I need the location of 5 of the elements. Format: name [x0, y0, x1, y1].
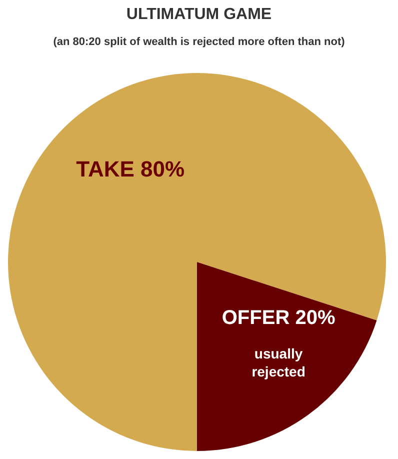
chart-title: ULTIMATUM GAME	[125, 6, 273, 24]
slice-label: OFFER 20%	[222, 306, 336, 329]
text: usually rejected	[252, 345, 306, 380]
slice-label: TAKE 80%	[76, 156, 185, 182]
chart-subtitle: (an 80:20 split of wealth is rejected more often than not)	[52, 36, 346, 48]
